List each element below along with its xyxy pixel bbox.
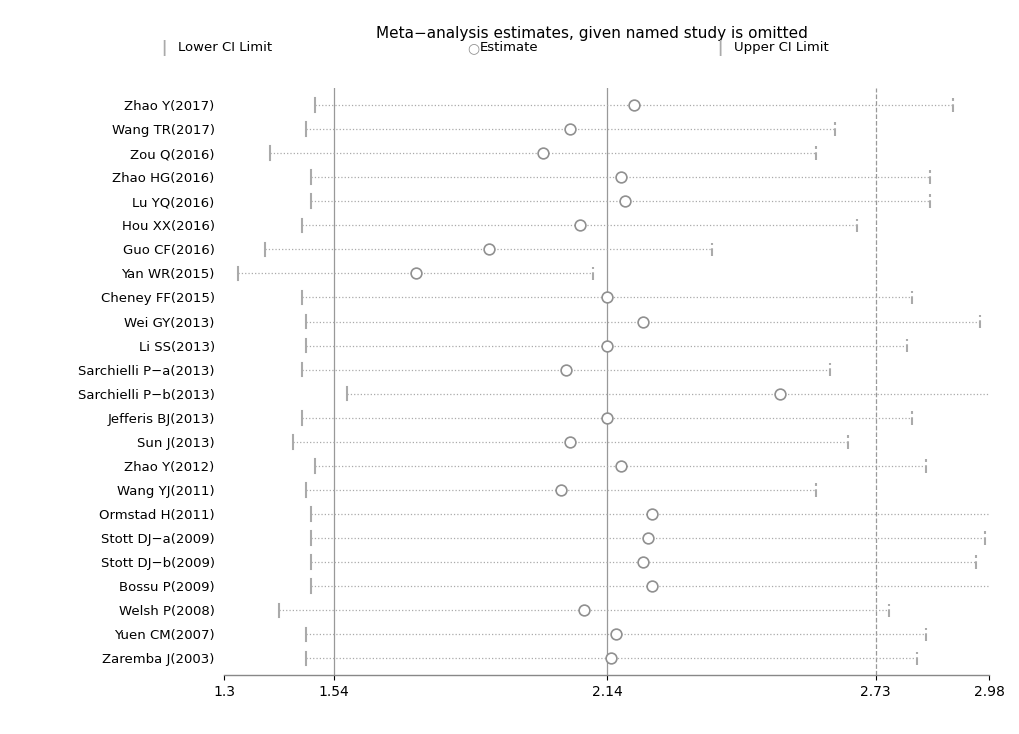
Text: ○: ○	[467, 40, 479, 55]
Point	[557, 364, 574, 376]
Point	[561, 436, 578, 448]
Point	[635, 316, 651, 327]
Point	[602, 653, 619, 664]
Point	[598, 412, 614, 424]
Text: Lower CI Limit: Lower CI Limit	[178, 41, 272, 54]
Point	[571, 219, 587, 231]
Text: |: |	[160, 40, 178, 56]
Point	[480, 244, 496, 255]
Point	[607, 628, 624, 640]
Point	[644, 508, 660, 520]
Point	[771, 388, 788, 399]
Point	[576, 604, 592, 616]
Text: Upper CI Limit: Upper CI Limit	[734, 41, 828, 54]
Text: Estimate: Estimate	[479, 41, 537, 54]
Point	[626, 99, 642, 111]
Text: |: |	[715, 40, 734, 56]
Point	[598, 340, 614, 352]
Text: Meta−analysis estimates, given named study is omitted: Meta−analysis estimates, given named stu…	[375, 26, 807, 40]
Point	[639, 532, 655, 544]
Point	[635, 556, 651, 568]
Point	[611, 171, 628, 183]
Point	[644, 581, 660, 592]
Point	[611, 460, 628, 472]
Point	[616, 195, 633, 207]
Point	[598, 291, 614, 303]
Point	[534, 148, 550, 159]
Point	[407, 267, 424, 279]
Point	[552, 484, 569, 496]
Point	[561, 123, 578, 135]
